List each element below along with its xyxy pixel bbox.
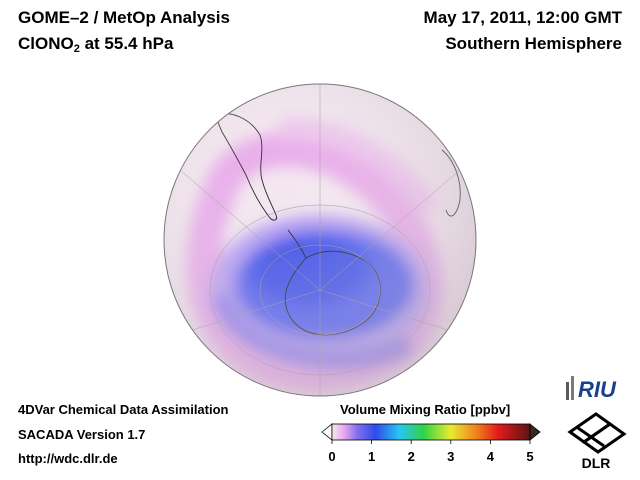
globe-map (163, 83, 477, 397)
riu-logo: RIU (566, 376, 617, 402)
svg-text:DLR: DLR (582, 455, 611, 471)
colorbar-tick-label: 0 (328, 449, 335, 464)
species-subscript: 2 (73, 43, 80, 55)
species-name: ClONO (18, 34, 74, 53)
colorbar-over-arrow (529, 423, 541, 441)
colorbar-tick-label: 3 (447, 449, 454, 464)
globe-outline (163, 83, 477, 397)
dlr-logo: DLR (567, 412, 627, 471)
globe-shading (164, 84, 476, 396)
hemisphere-label: Southern Hemisphere (445, 34, 622, 53)
colorbar-gradient (331, 423, 531, 441)
method-label: 4DVar Chemical Data Assimilation (18, 402, 229, 417)
colorbar-under-arrow (321, 423, 333, 441)
colorbar-tick-label: 5 (526, 449, 533, 464)
map-title: GOME–2 / MetOp Analysis (18, 8, 230, 27)
colorbar: 0 1 2 3 4 5 (321, 423, 541, 464)
colorbar-title: Volume Mixing Ratio [ppbv] (340, 402, 511, 417)
species-title: ClONO2 at 55.4 hPa (18, 34, 173, 55)
svg-text:RIU: RIU (578, 377, 617, 402)
colorbar-tick-label: 2 (408, 449, 415, 464)
version-label: SACADA Version 1.7 (18, 427, 146, 442)
pressure-level: at 55.4 hPa (79, 34, 174, 53)
analysis-date: May 17, 2011, 12:00 GMT (423, 8, 622, 27)
colorbar-tick-label: 4 (487, 449, 495, 464)
colorbar-tick-label: 1 (368, 449, 375, 464)
source-url: http://wdc.dlr.de (18, 451, 118, 466)
